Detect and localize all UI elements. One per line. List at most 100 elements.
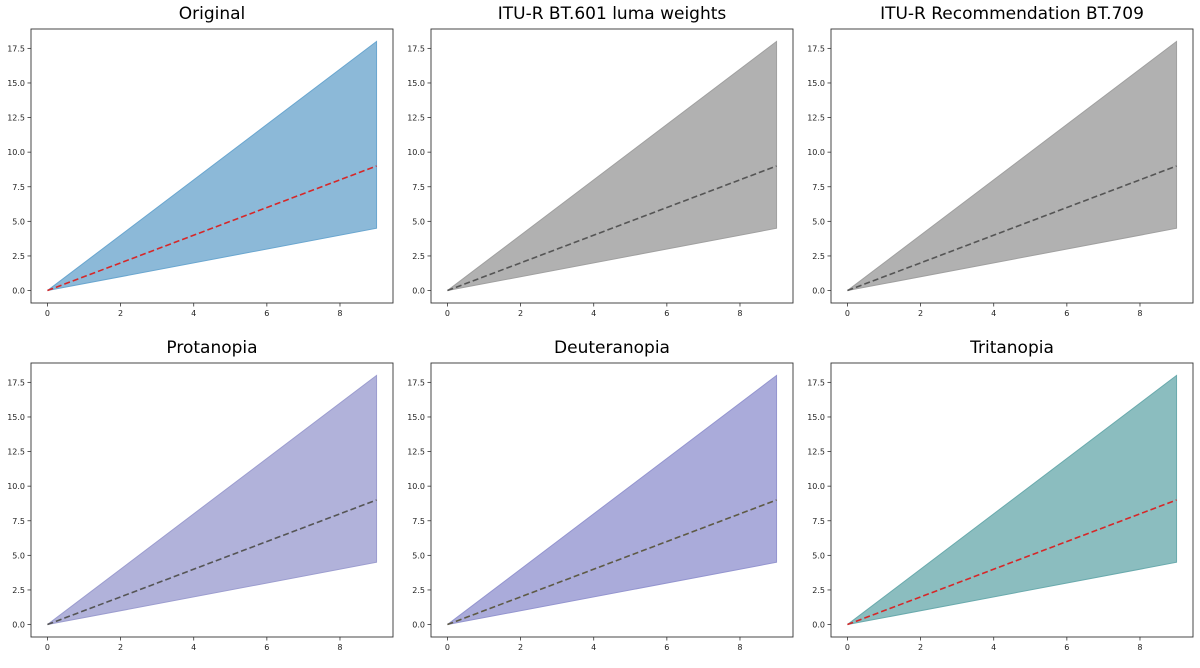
y-tick-label: 7.5 <box>812 517 825 526</box>
center-line <box>847 165 1177 292</box>
subplot-title: Protanopia <box>166 338 257 358</box>
confidence-band <box>47 40 378 292</box>
x-tick-label: 4 <box>991 309 996 318</box>
y-tick-label: 5.0 <box>412 217 425 226</box>
subplot-1: Original 0 2 4 6 8 0.0 2.5 5.0 7.5 10.0 12.5 15.0 17.… <box>7 4 394 318</box>
y-tick-label: 10.0 <box>807 148 825 157</box>
axes-frame <box>430 28 794 304</box>
x-tick-label: 2 <box>118 309 123 318</box>
x-tick-label: 8 <box>337 309 342 318</box>
x-tick-label: 2 <box>918 643 923 652</box>
y-tick-label: 17.5 <box>807 44 825 53</box>
y-tick-label: 10.0 <box>407 482 425 491</box>
y-tick-label: 2.5 <box>12 586 25 595</box>
subplot-title: Tritanopia <box>969 338 1054 358</box>
subplot-3: ITU-R Recommendation BT.709 0 2 4 6 8 0.0 2.5 5.… <box>807 4 1194 318</box>
y-tick-label: 10.0 <box>7 148 25 157</box>
y-tick-label: 0.0 <box>12 621 25 630</box>
subplot-5: Deuteranopia 0 2 4 6 8 0.0 2.5 5.0 7.5 10.0 12.5 15.… <box>407 338 794 652</box>
x-tick-label: 6 <box>264 309 269 318</box>
axes-frame <box>30 28 394 304</box>
x-tick-label: 4 <box>591 643 596 652</box>
y-tick-label: 2.5 <box>812 252 825 261</box>
x-tick-label: 2 <box>118 643 123 652</box>
x-tick-label: 0 <box>845 309 850 318</box>
x-tick-label: 4 <box>591 309 596 318</box>
y-tick-label: 12.5 <box>407 114 425 123</box>
y-tick-label: 7.5 <box>12 517 25 526</box>
center-line <box>847 499 1177 626</box>
y-tick-label: 17.5 <box>807 378 825 387</box>
y-tick-label: 5.0 <box>12 217 25 226</box>
y-tick-label: 17.5 <box>407 378 425 387</box>
y-tick-label: 5.0 <box>412 551 425 560</box>
y-tick-label: 12.5 <box>407 448 425 457</box>
center-line <box>47 165 377 292</box>
axes-frame <box>430 362 794 638</box>
x-tick-label: 0 <box>445 643 450 652</box>
y-tick-label: 10.0 <box>807 482 825 491</box>
y-tick-label: 0.0 <box>12 287 25 296</box>
y-tick-label: 5.0 <box>812 551 825 560</box>
x-tick-label: 6 <box>664 643 669 652</box>
x-tick-label: 8 <box>737 309 742 318</box>
x-tick-label: 8 <box>737 643 742 652</box>
y-tick-label: 7.5 <box>412 517 425 526</box>
y-tick-label: 10.0 <box>407 148 425 157</box>
confidence-band <box>847 374 1178 626</box>
x-tick-label: 6 <box>264 643 269 652</box>
y-tick-label: 7.5 <box>412 183 425 192</box>
subplot-title: Original <box>179 4 246 24</box>
y-tick-label: 5.0 <box>12 551 25 560</box>
subplot-title: ITU-R BT.601 luma weights <box>498 4 727 24</box>
axes-frame <box>830 28 1194 304</box>
subplot-4: Protanopia 0 2 4 6 8 0.0 2.5 5.0 7.5 10.0 12.5 15.0 1… <box>7 338 394 652</box>
y-tick-label: 15.0 <box>407 79 425 88</box>
x-tick-label: 8 <box>1137 309 1142 318</box>
y-tick-label: 5.0 <box>812 217 825 226</box>
y-tick-label: 17.5 <box>7 44 25 53</box>
x-tick-label: 4 <box>191 643 196 652</box>
confidence-band <box>847 40 1178 292</box>
y-tick-label: 15.0 <box>7 413 25 422</box>
y-tick-label: 12.5 <box>807 448 825 457</box>
y-tick-label: 2.5 <box>412 586 425 595</box>
x-tick-label: 6 <box>1064 309 1069 318</box>
y-tick-label: 10.0 <box>7 482 25 491</box>
y-tick-label: 15.0 <box>807 413 825 422</box>
x-tick-label: 8 <box>337 643 342 652</box>
x-tick-label: 8 <box>1137 643 1142 652</box>
subplot-title: Deuteranopia <box>554 338 670 358</box>
axes-frame <box>830 362 1194 638</box>
center-line <box>47 499 377 626</box>
x-tick-label: 2 <box>518 309 523 318</box>
subplot-2: ITU-R BT.601 luma weights 0 2 4 6 8 0.0 2.5 5.0 7… <box>407 4 794 318</box>
y-tick-label: 0.0 <box>412 621 425 630</box>
y-tick-label: 7.5 <box>812 183 825 192</box>
confidence-band <box>47 374 378 626</box>
y-tick-label: 15.0 <box>807 79 825 88</box>
y-tick-label: 0.0 <box>812 621 825 630</box>
y-tick-label: 12.5 <box>7 448 25 457</box>
x-tick-label: 0 <box>45 643 50 652</box>
y-tick-label: 2.5 <box>812 586 825 595</box>
y-tick-label: 12.5 <box>807 114 825 123</box>
y-tick-label: 7.5 <box>12 183 25 192</box>
y-tick-label: 2.5 <box>412 252 425 261</box>
y-tick-label: 17.5 <box>7 378 25 387</box>
y-tick-label: 15.0 <box>7 79 25 88</box>
axes-frame <box>30 362 394 638</box>
x-tick-label: 0 <box>45 309 50 318</box>
x-tick-label: 2 <box>518 643 523 652</box>
y-tick-label: 0.0 <box>812 287 825 296</box>
x-tick-label: 0 <box>845 643 850 652</box>
x-tick-label: 0 <box>445 309 450 318</box>
y-tick-label: 15.0 <box>407 413 425 422</box>
y-tick-label: 12.5 <box>7 114 25 123</box>
x-tick-label: 2 <box>918 309 923 318</box>
subplot-title: ITU-R Recommendation BT.709 <box>880 4 1144 24</box>
center-line <box>447 165 777 292</box>
subplot-6: Tritanopia 0 2 4 6 8 0.0 2.5 5.0 7.5 10.0 12.5 15.0 1… <box>807 338 1194 652</box>
y-tick-label: 2.5 <box>12 252 25 261</box>
